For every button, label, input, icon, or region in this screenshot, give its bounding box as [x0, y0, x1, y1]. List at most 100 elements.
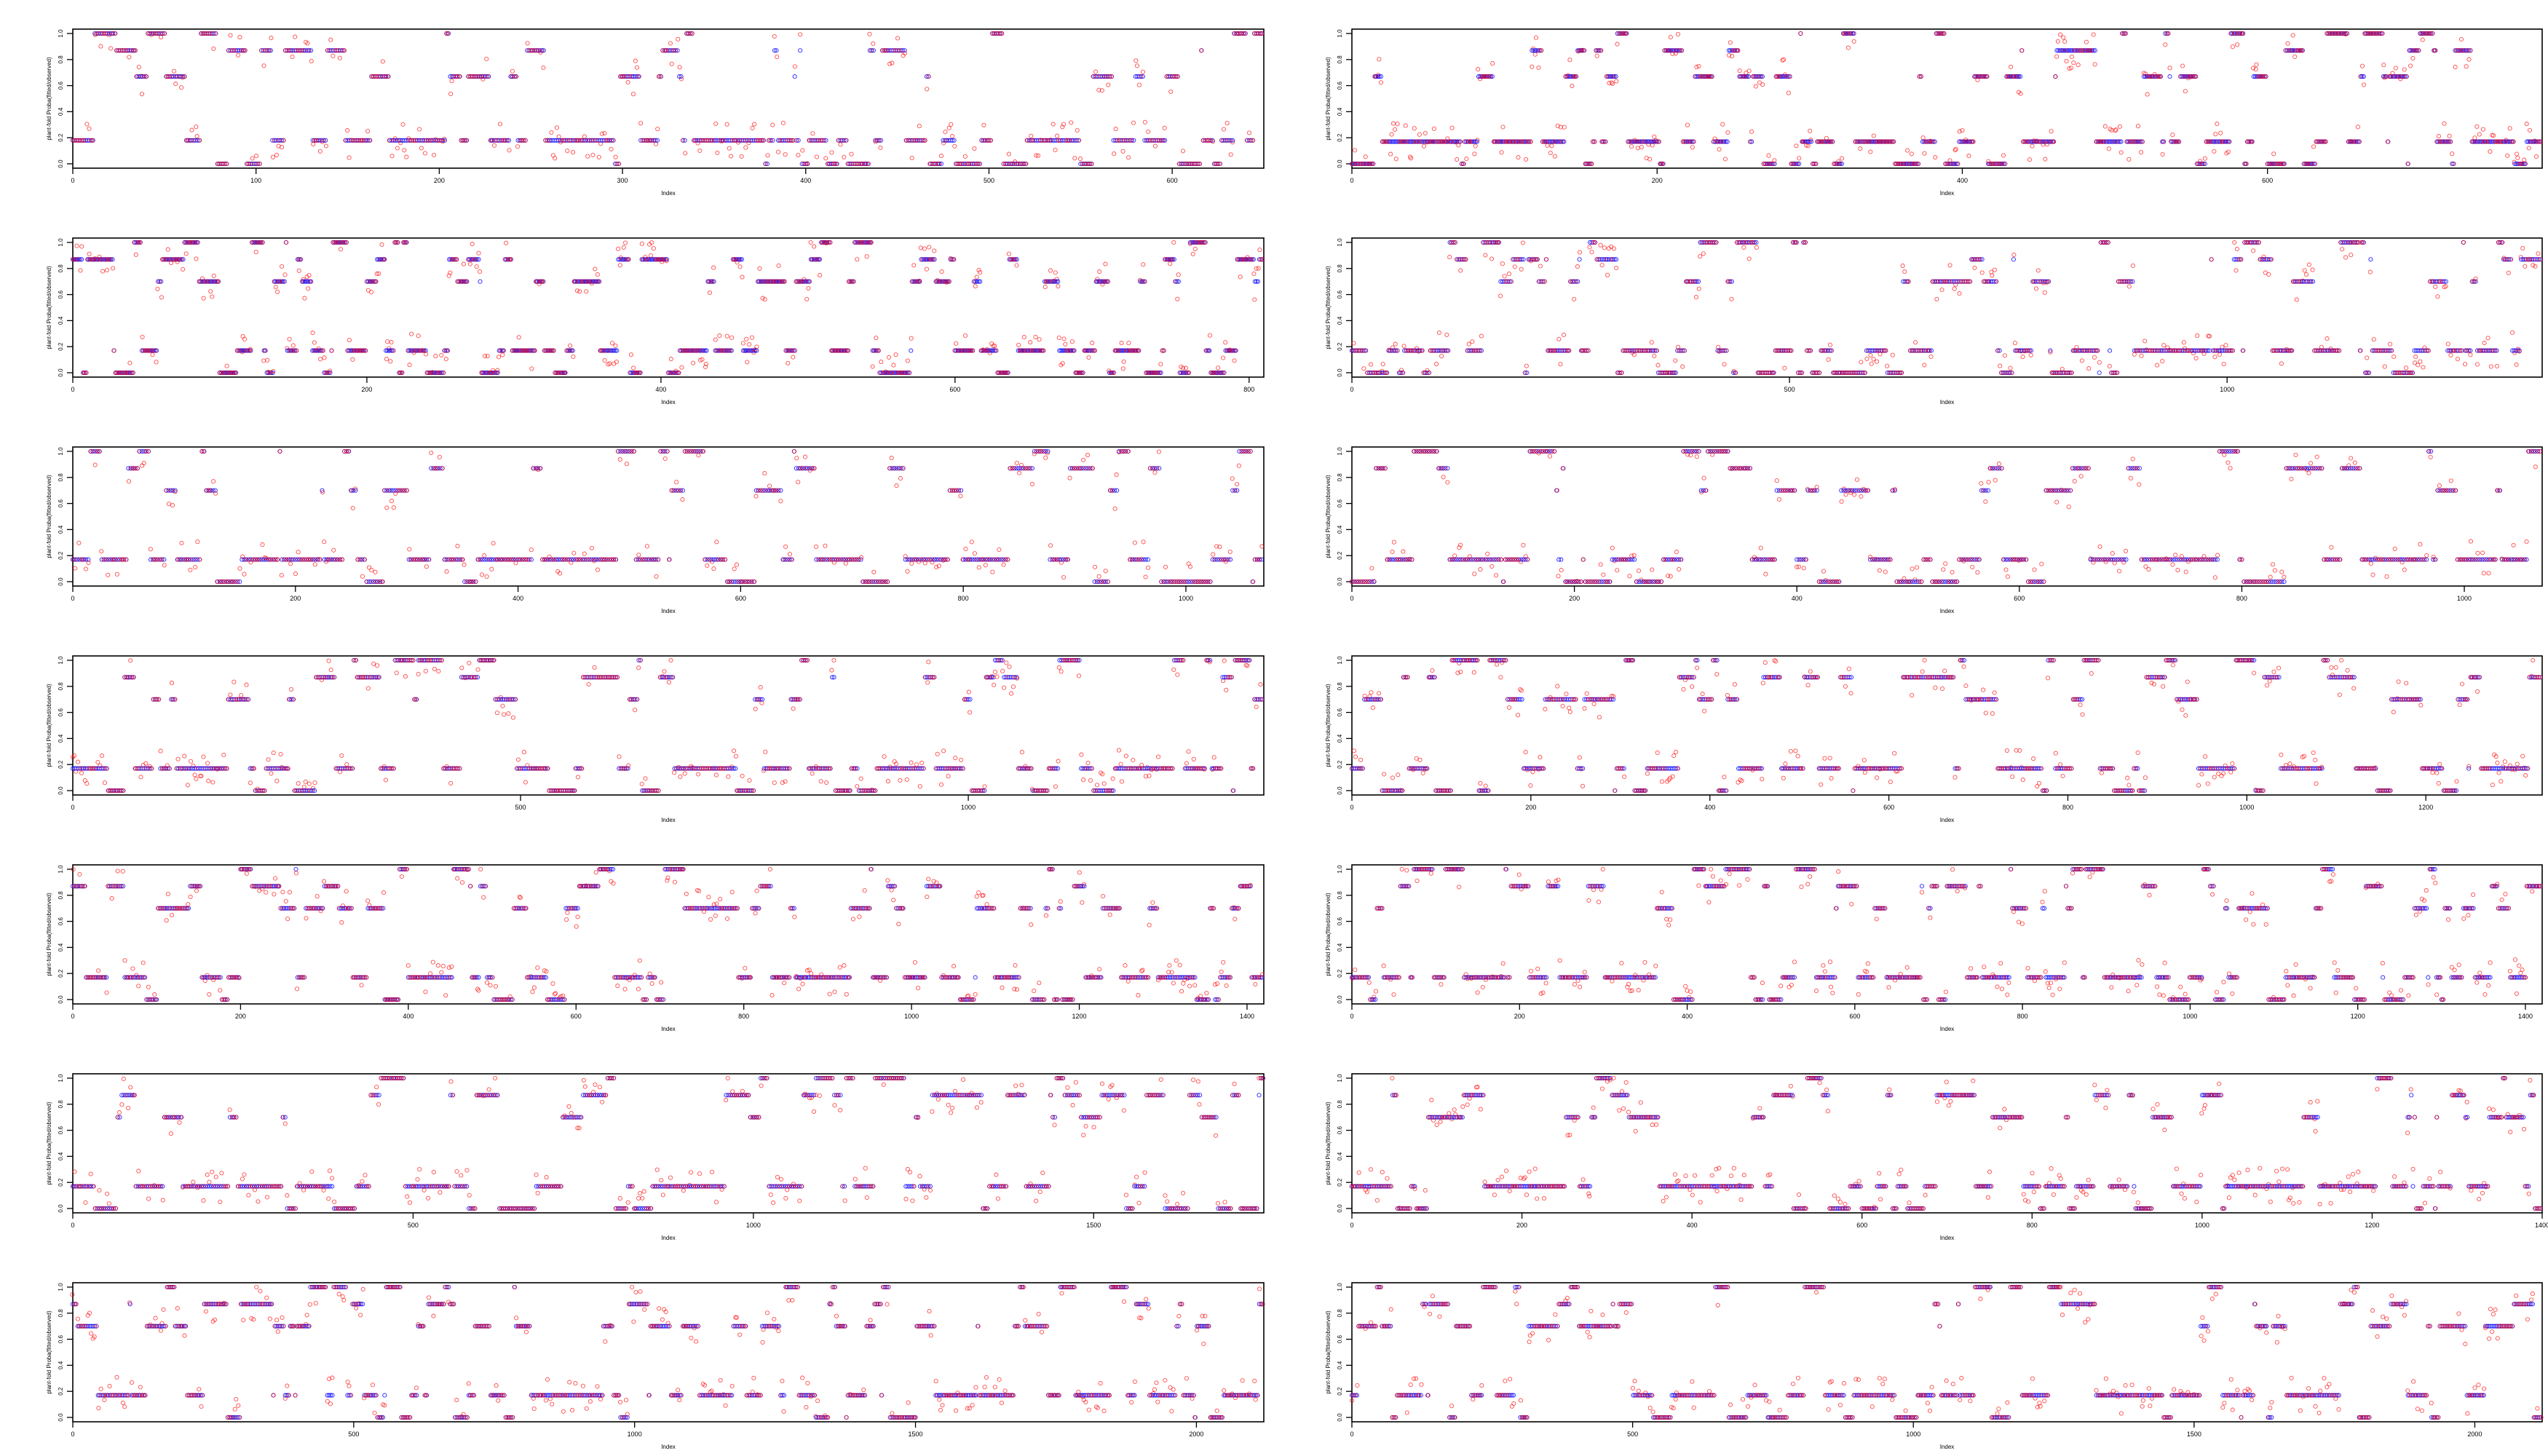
fitted-point: [791, 355, 796, 360]
fitted-point: [189, 127, 194, 132]
fitted-point: [1090, 341, 1095, 346]
fitted-point: [98, 44, 103, 49]
fitted-point: [1473, 143, 1478, 149]
fitted-point: [2054, 54, 2060, 59]
fitted-point: [879, 360, 884, 365]
y-tick-label: 1.0: [58, 29, 64, 38]
fitted-point: [634, 65, 640, 70]
fitted-point: [100, 269, 106, 274]
fitted-point: [1134, 63, 1140, 68]
fitted-point: [1696, 63, 1701, 68]
fitted-point: [849, 151, 854, 157]
fitted-point: [350, 357, 355, 362]
fitted-point: [516, 335, 521, 340]
x-tick-label: 600: [2262, 177, 2273, 184]
fitted-point: [762, 297, 767, 302]
fitted-point: [2420, 37, 2425, 42]
fitted-point: [104, 267, 109, 273]
fitted-point: [1502, 274, 1507, 279]
fitted-point: [1786, 90, 1791, 95]
fitted-point: [1421, 143, 1427, 149]
fitted-point: [2359, 63, 2365, 68]
fitted-point: [507, 148, 512, 153]
fitted-point: [1701, 251, 1706, 256]
fitted-point: [120, 48, 125, 53]
observed-point: [1577, 257, 1582, 262]
fitted-point: [890, 60, 895, 66]
fitted-point: [946, 125, 951, 130]
fitted-point: [1033, 334, 1038, 339]
fitted-point: [1647, 157, 1653, 162]
fitted-point: [518, 138, 523, 143]
fitted-point: [1922, 151, 1927, 156]
fitted-point: [1417, 132, 1422, 137]
fitted-point: [287, 336, 292, 341]
y-tick-label: 1.0: [1337, 29, 1343, 38]
fitted-point: [1042, 285, 1048, 290]
fitted-point: [1798, 31, 1803, 36]
x-tick-label: 200: [1652, 177, 1663, 184]
fitted-point: [419, 146, 424, 151]
fitted-point: [744, 336, 749, 341]
fitted-point: [1749, 129, 1754, 134]
fitted-point: [1395, 122, 1400, 127]
fitted-point: [2213, 132, 2218, 137]
fitted-point: [585, 154, 590, 159]
fitted-point: [2271, 151, 2276, 157]
y-tick-label: 0.8: [1337, 264, 1343, 273]
fitted-point: [2442, 121, 2447, 126]
fitted-point: [224, 161, 229, 167]
fitted-point: [211, 273, 216, 278]
fitted-point: [1512, 264, 1517, 269]
fitted-point: [124, 48, 130, 53]
fitted-point: [653, 141, 658, 146]
observed-point: [798, 48, 803, 53]
fitted-point: [954, 341, 959, 346]
fitted-point: [322, 355, 327, 360]
fitted-point: [887, 355, 892, 360]
fitted-point: [201, 296, 206, 301]
fitted-point: [922, 246, 927, 251]
fitted-point: [1136, 82, 1142, 87]
fitted-point: [798, 32, 803, 37]
fitted-point: [491, 143, 497, 148]
fitted-point: [2361, 82, 2367, 87]
fitted-point: [905, 358, 910, 363]
fitted-point: [1207, 333, 1213, 338]
fitted-point: [2030, 143, 2035, 149]
fitted-point: [823, 156, 828, 161]
fitted-point: [924, 266, 929, 272]
fitted-point: [938, 154, 944, 159]
fitted-point: [1614, 265, 1619, 271]
fitted-point: [562, 138, 567, 143]
fitted-point: [79, 244, 84, 249]
fitted-point: [136, 65, 141, 70]
fitted-point: [711, 265, 716, 270]
fitted-point: [539, 48, 545, 53]
fitted-point: [612, 361, 617, 366]
fitted-point: [111, 348, 116, 353]
fitted-point: [300, 48, 305, 53]
fitted-point: [887, 61, 893, 66]
fitted-point: [497, 122, 503, 127]
fitted-point: [2053, 74, 2058, 79]
fitted-point: [1673, 358, 1678, 363]
fitted-point: [439, 352, 444, 357]
fitted-point: [1725, 130, 1730, 135]
fitted-point: [1766, 153, 1771, 158]
fitted-point: [141, 74, 146, 79]
fitted-point: [1224, 121, 1230, 126]
fitted-point: [160, 31, 165, 36]
fitted-point: [2118, 150, 2124, 155]
fitted-point: [1133, 58, 1139, 63]
fitted-point: [1532, 52, 1538, 57]
fitted-point: [2055, 39, 2060, 44]
fitted-point: [446, 31, 451, 36]
plot-frame: [72, 28, 1265, 169]
fitted-point: [1548, 150, 1553, 156]
fitted-point: [1412, 126, 1417, 131]
fitted-point: [523, 138, 528, 143]
fitted-point: [2167, 66, 2172, 71]
fitted-point: [1572, 296, 1577, 302]
fitted-point: [713, 121, 719, 126]
